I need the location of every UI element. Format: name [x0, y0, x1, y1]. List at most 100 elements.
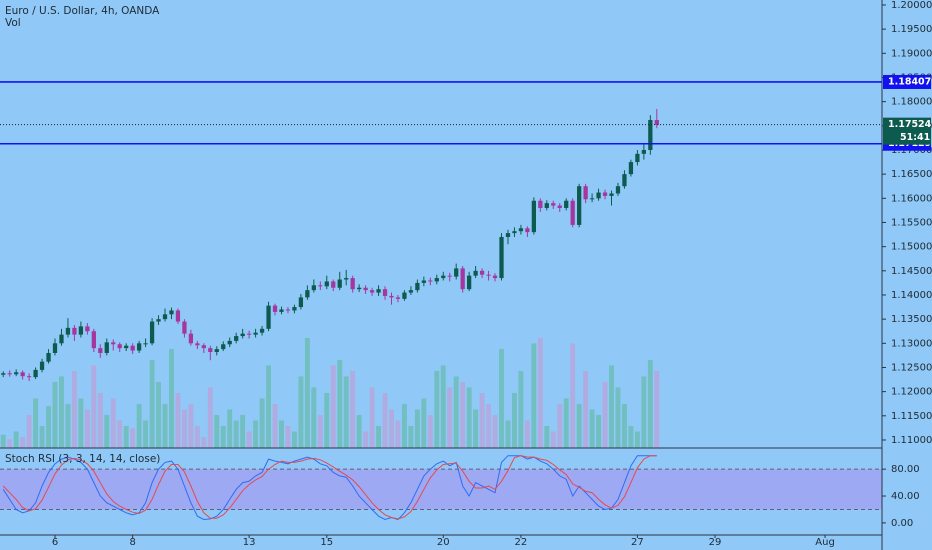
volume-bar — [59, 376, 64, 448]
volume-bar — [518, 370, 524, 448]
candle-body — [91, 331, 96, 349]
stoch-title: Stoch RSI (3, 3, 14, 14, close) — [5, 453, 160, 465]
candle-body — [428, 280, 433, 282]
candle-body — [648, 120, 653, 150]
candle-body — [253, 332, 258, 335]
candle-body — [111, 342, 116, 345]
candle-body — [622, 174, 627, 187]
volume-bar — [641, 376, 647, 448]
candle-body — [143, 343, 148, 345]
volume-bar — [511, 392, 517, 448]
y-tick-label: 1.16000 — [891, 193, 932, 204]
volume-bar — [156, 381, 161, 448]
volume-bar — [434, 370, 440, 448]
volume-bar — [356, 414, 362, 448]
volume-bar — [647, 359, 653, 448]
volume-bar — [175, 392, 181, 448]
volume-bar — [266, 365, 272, 448]
last-price-label: 1.17524 — [888, 119, 932, 130]
candle-body — [473, 270, 478, 276]
candle-body — [589, 198, 595, 200]
candle-body — [214, 349, 219, 353]
y-tick-label: 1.19000 — [891, 48, 932, 59]
y-tick-label: 1.14500 — [891, 266, 932, 277]
volume-bar — [350, 370, 356, 448]
volume-bar — [544, 425, 550, 448]
volume-bar — [408, 425, 414, 448]
candle-body — [279, 309, 284, 312]
candle-body — [486, 274, 491, 276]
candle-body — [324, 281, 329, 287]
candle-body — [59, 334, 64, 344]
volume-bar — [220, 425, 226, 448]
candle-body — [499, 236, 504, 279]
volume-bar — [143, 420, 149, 448]
candle-body — [505, 233, 511, 237]
volume-bar — [583, 370, 589, 448]
candle-body — [272, 305, 278, 312]
candle-body — [583, 186, 588, 200]
candle-body — [331, 281, 336, 288]
candle-body — [78, 326, 84, 335]
volume-bar — [427, 414, 433, 448]
volume-bar — [492, 414, 498, 448]
candle-body — [389, 295, 394, 298]
price-label: 1.18407 — [888, 76, 931, 87]
candle-body — [169, 310, 174, 315]
candle-body — [311, 285, 316, 291]
volume-bar — [589, 409, 595, 448]
volume-bar — [414, 409, 420, 448]
volume-bar — [376, 425, 382, 448]
candle-body — [175, 310, 181, 322]
volume-bar — [389, 409, 394, 448]
stoch-line — [2, 455, 657, 520]
candle-body — [98, 348, 103, 353]
volume-bar — [466, 387, 472, 448]
candle-body — [337, 279, 342, 288]
y-tick-label: 1.14000 — [891, 290, 932, 301]
y-tick-label: 1.15500 — [891, 217, 932, 228]
candle-body — [479, 270, 485, 275]
candle-body — [227, 340, 232, 345]
x-tick-label: 27 — [631, 537, 644, 548]
volume-bar — [524, 420, 530, 448]
volume-bar — [330, 365, 336, 448]
x-tick-label: 22 — [515, 537, 528, 548]
candle-body — [408, 290, 414, 293]
candle-body — [259, 328, 265, 333]
volume-bar — [136, 403, 142, 448]
volume-bar — [78, 398, 84, 448]
volume-bar — [576, 403, 582, 448]
candle-body — [26, 376, 32, 378]
volume-bar — [285, 425, 291, 448]
volume-bar — [324, 392, 330, 448]
volume-bar — [0, 434, 6, 448]
y-tick-label: 1.16500 — [891, 169, 932, 180]
volume-bar — [563, 398, 569, 448]
volume-bar — [91, 365, 97, 448]
candle-body — [531, 200, 536, 233]
candle-body — [615, 186, 621, 194]
candle-body — [421, 280, 426, 283]
candle-body — [635, 153, 640, 163]
volume-bar — [188, 403, 194, 448]
volume-bar — [7, 439, 13, 448]
candle-body — [369, 290, 375, 293]
volume-bar — [453, 376, 459, 448]
candle-body — [1, 373, 6, 375]
candle-body — [564, 200, 569, 208]
candle-body — [363, 287, 368, 291]
x-tick-label: 15 — [320, 537, 333, 548]
volume-bar — [130, 428, 136, 448]
volume-bar — [369, 387, 375, 448]
candle-body — [266, 305, 271, 329]
volume-bar — [26, 414, 32, 448]
volume-bar — [634, 431, 640, 448]
candle-body — [538, 200, 543, 208]
stoch-tick-label: 0.00 — [891, 518, 913, 529]
candle-body — [654, 120, 659, 125]
y-tick-label: 1.11000 — [891, 435, 932, 446]
y-tick-label: 1.13500 — [891, 314, 932, 325]
candle-body — [305, 290, 310, 298]
